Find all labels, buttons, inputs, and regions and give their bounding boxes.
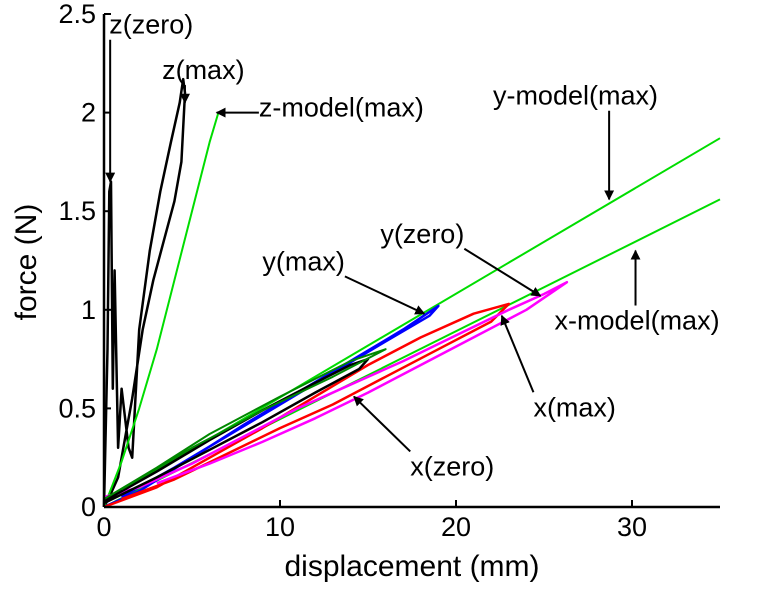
- series-line-5: [103, 304, 440, 509]
- annotation-label: y(max): [262, 246, 345, 276]
- series-line-9: [103, 348, 387, 500]
- y-tick-label: 2: [81, 98, 96, 128]
- annotation-label: z-model(max): [259, 93, 424, 123]
- y-tick-label: 0: [81, 492, 96, 522]
- y-tick-label: 2.5: [58, 0, 96, 29]
- x-tick-label: 30: [617, 512, 647, 542]
- tick-layer: 0 10 20 30 0 0.5 1 1.5 2 2.5: [58, 0, 647, 542]
- y-axis-label: force (N): [10, 204, 43, 321]
- x-tick-label: 20: [441, 512, 471, 542]
- y-tick-label: 1.5: [58, 196, 96, 226]
- x-axis-label: displacement (mm): [284, 550, 539, 583]
- series-line-7: [103, 280, 569, 499]
- annotation-arrow: [353, 395, 411, 453]
- series-layer: [102, 77, 721, 509]
- annotation-arrow: [344, 275, 426, 315]
- x-tick-label: 10: [265, 512, 295, 542]
- annotation-label: x-model(max): [555, 306, 720, 336]
- annotation-label: y-model(max): [493, 81, 658, 111]
- annotation-arrow: [463, 247, 542, 297]
- annotation-label: z(zero): [109, 10, 193, 40]
- x-tick-label: 0: [96, 512, 111, 542]
- y-tick-label: 1: [81, 295, 96, 325]
- annotation-label: y(zero): [380, 219, 464, 249]
- y-tick-label: 0.5: [58, 393, 96, 423]
- annotation-label: x(zero): [410, 451, 494, 481]
- series-line-2: [103, 112, 220, 508]
- annotation-layer: z(zero) z(max) z-model(max) y-model(max) y(z…: [105, 10, 720, 481]
- annotation-label: z(max): [162, 55, 245, 85]
- series-line-6: [103, 302, 511, 509]
- annotation-label: x(max): [533, 392, 616, 422]
- series-line-1: [102, 77, 187, 508]
- annotation-arrow: [500, 314, 535, 393]
